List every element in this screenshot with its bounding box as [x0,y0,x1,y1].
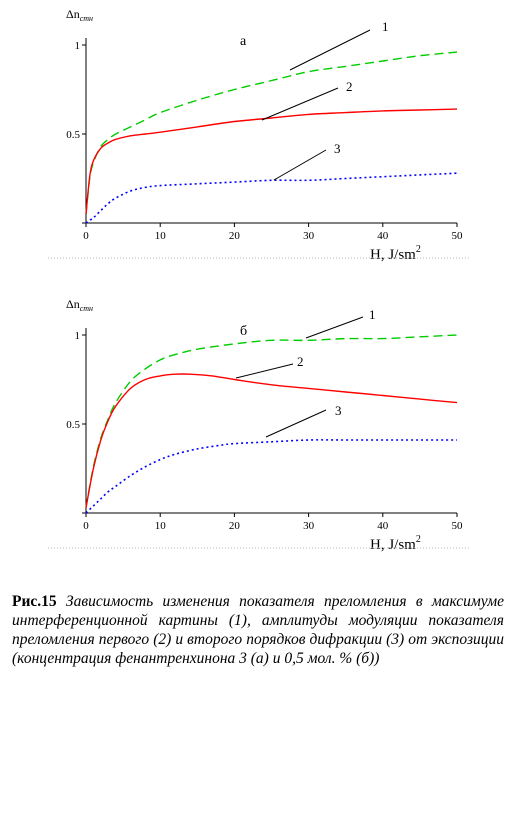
x-tick-label: 10 [155,230,167,242]
series-1-label: 1 [369,307,376,322]
y-axis-label: Δnстн [66,297,93,313]
series-2-label: 2 [346,79,353,94]
series-3-label: 3 [335,403,342,418]
series-2-label: 2 [297,354,304,369]
x-tick-label: 50 [452,230,464,242]
series-3-label: 3 [334,141,341,156]
x-axis-label: H, J/sm2 [370,534,421,553]
series-1-line [85,51,458,215]
series-3-leader [265,409,327,438]
series-2-line [85,373,458,508]
series-3-line [85,172,458,224]
caption-label: Рис.15 [12,593,57,610]
x-tick-label: 40 [377,230,389,242]
series-2-leader [261,87,339,121]
series-3-leader [273,149,327,181]
x-tick-label: 0 [83,520,89,532]
y-tick-label: 1 [75,330,81,342]
x-axis-label: H, J/sm2 [370,244,421,263]
series-1-leader [289,29,371,71]
x-tick-label: 0 [83,230,89,242]
x-tick-label: 10 [155,520,167,532]
x-tick-label: 30 [303,230,315,242]
series-1-leader [305,316,364,339]
series-3-line [85,439,457,514]
y-tick-label: 0.5 [66,419,80,431]
figure-caption: Рис.15 Зависимость изменения показателя … [12,592,504,668]
x-tick-label: 20 [229,230,241,242]
caption-text: Зависимость изменения показателя преломл… [12,593,504,667]
panel-label: б [240,324,247,339]
y-tick-label: 0.5 [66,129,80,141]
x-tick-label: 20 [229,520,241,532]
series-2-line [85,108,458,215]
x-tick-label: 40 [377,520,389,532]
series-1-label: 1 [382,19,389,34]
x-tick-label: 50 [452,520,464,532]
y-axis-label: Δnстн [66,7,93,23]
x-tick-label: 30 [303,520,315,532]
series-1-line [85,334,458,508]
chart-b: 0 10 20 30 40 50 0.5 1 Δnстн H, J/sm2 б 1 2 3 [48,297,470,553]
series-2-leader [235,363,294,379]
chart-a: 0 10 20 30 40 50 0.5 1 Δnстн H, J/sm2 а 1 2 3 [48,7,470,263]
y-tick-label: 1 [75,40,81,52]
panel-label: а [240,34,247,49]
